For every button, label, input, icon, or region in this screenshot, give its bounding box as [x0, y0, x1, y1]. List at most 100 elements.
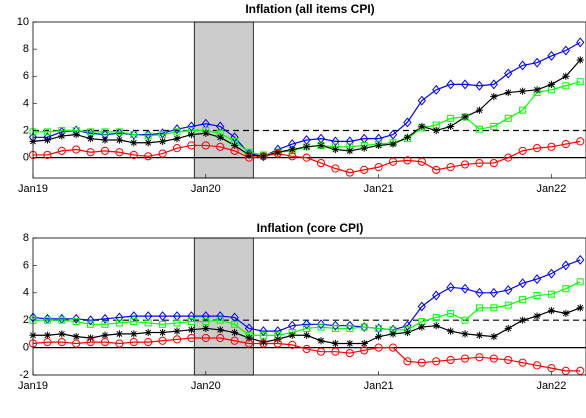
marker	[360, 322, 369, 333]
marker	[388, 129, 398, 140]
marker	[274, 335, 282, 343]
marker	[504, 114, 512, 122]
marker	[86, 148, 95, 157]
marker	[504, 285, 513, 296]
marker	[460, 79, 470, 90]
marker	[446, 163, 455, 172]
marker	[461, 113, 469, 121]
marker	[144, 139, 152, 147]
marker	[331, 136, 340, 147]
marker	[460, 283, 470, 294]
marker	[504, 68, 513, 79]
marker	[504, 153, 513, 162]
marker	[259, 331, 267, 339]
marker	[144, 319, 152, 327]
marker	[432, 322, 440, 330]
marker	[259, 152, 268, 160]
marker	[273, 339, 282, 348]
chart-title: Inflation (core CPI)	[257, 221, 364, 235]
marker	[201, 141, 210, 150]
marker	[187, 130, 196, 139]
marker	[43, 136, 52, 144]
marker	[187, 333, 196, 343]
marker	[547, 364, 556, 373]
marker	[100, 146, 110, 155]
y-tick-label: 8	[23, 232, 29, 244]
marker	[216, 142, 225, 151]
marker	[317, 337, 325, 345]
marker	[562, 285, 570, 293]
marker	[460, 354, 470, 363]
marker	[418, 122, 426, 131]
recession-shade	[193, 237, 254, 376]
marker	[187, 121, 196, 132]
marker	[547, 142, 556, 151]
marker	[547, 290, 555, 298]
plot-area	[33, 41, 581, 174]
marker	[115, 339, 124, 348]
marker	[245, 334, 253, 342]
marker	[144, 338, 153, 347]
marker	[159, 328, 167, 337]
marker	[576, 278, 584, 286]
marker	[375, 141, 383, 150]
x-tick-label: Jan20	[191, 380, 221, 392]
y-tick-label: 0	[23, 152, 29, 164]
marker	[533, 86, 541, 94]
marker	[57, 146, 66, 155]
marker	[518, 358, 527, 367]
marker	[504, 88, 512, 97]
y-tick-label: 2	[23, 124, 29, 136]
marker	[331, 347, 340, 356]
marker	[346, 147, 354, 155]
x-tick-label: Jan21	[364, 380, 394, 392]
marker	[533, 292, 541, 300]
marker	[374, 343, 383, 352]
marker	[446, 282, 455, 293]
axes-frame	[32, 237, 586, 376]
marker	[72, 130, 80, 139]
marker	[245, 151, 253, 159]
marker	[231, 141, 239, 150]
marker	[547, 80, 556, 88]
marker	[388, 157, 398, 166]
line	[33, 337, 581, 372]
marker	[489, 158, 498, 168]
marker	[504, 355, 513, 365]
marker	[115, 136, 124, 144]
line	[33, 59, 581, 157]
y-tick-label: 10	[17, 16, 29, 28]
marker	[231, 328, 239, 337]
marker	[72, 145, 81, 154]
marker	[345, 348, 354, 358]
y-tick-label: 2	[23, 314, 29, 326]
marker	[158, 336, 167, 345]
marker	[490, 333, 498, 341]
marker	[316, 319, 326, 330]
marker	[129, 129, 138, 140]
marker	[288, 331, 296, 339]
marker	[57, 338, 66, 347]
marker	[576, 137, 585, 146]
marker	[86, 338, 95, 347]
marker	[86, 315, 95, 326]
y-tick-label: 6	[23, 259, 29, 271]
x-tick-label: Jan22	[536, 380, 566, 392]
marker	[129, 338, 138, 347]
marker	[446, 355, 455, 365]
marker	[331, 339, 340, 348]
axes-frame	[32, 21, 586, 179]
marker	[202, 129, 210, 137]
marker	[201, 311, 210, 322]
marker	[144, 152, 153, 161]
marker	[475, 304, 483, 312]
marker	[317, 141, 325, 150]
x-tick-label: Jan19	[18, 380, 48, 392]
marker	[316, 158, 326, 168]
marker	[130, 318, 138, 326]
marker	[490, 304, 498, 312]
marker	[489, 79, 498, 90]
marker	[216, 311, 225, 322]
marker	[187, 311, 196, 322]
marker	[518, 60, 527, 71]
